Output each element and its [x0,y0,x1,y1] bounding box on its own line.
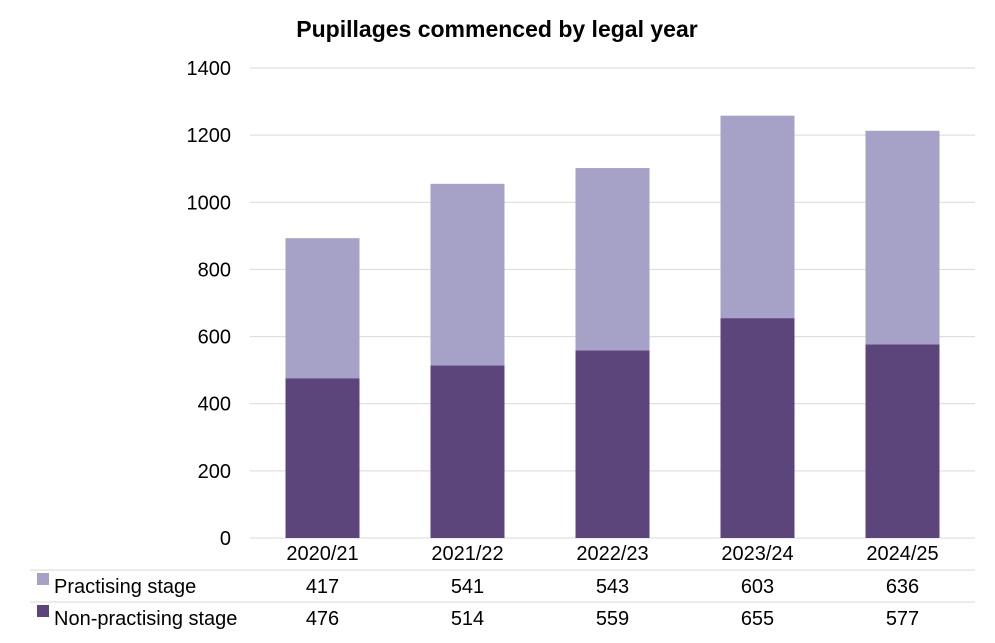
y-tick-label: 200 [198,461,231,483]
table-value-cell: 417 [306,576,339,598]
chart-title: Pupillages commenced by legal year [296,16,697,42]
table-value-cell: 603 [741,576,774,598]
bar-segment [430,183,505,366]
bar-segment [720,115,795,319]
x-tick-label: 2020/21 [286,543,358,565]
bars [285,115,940,538]
data-table: Practising stage 417 541 543 603 636 Non-pract… [30,569,975,630]
table-value-cell: 559 [596,608,629,630]
series-name-label: Non-practising stage [54,608,237,630]
bar-segment [285,238,360,379]
legend-key-swatch [37,573,49,585]
bar-segment [285,378,360,538]
y-tick-label: 1200 [187,125,232,147]
series-name-label: Practising stage [54,576,196,598]
y-tick-label: 800 [198,259,231,281]
bar-segment [865,344,940,538]
bar-segment [865,130,940,345]
x-axis-category-labels: 2020/21 2021/22 2022/23 2023/24 2024/25 [286,543,938,565]
bar-segment [720,318,795,538]
table-value-cell: 636 [886,576,919,598]
x-tick-label: 2024/25 [866,543,938,565]
y-tick-label: 1400 [187,58,232,80]
y-tick-label: 600 [198,327,231,349]
y-tick-label: 0 [220,528,231,550]
bar-segment [575,350,650,538]
x-tick-label: 2021/22 [431,543,503,565]
bar-segment [430,365,505,538]
table-value-cell: 476 [306,608,339,630]
legend-key-swatch [37,605,49,617]
y-axis-tick-labels: 0 200 400 600 800 1000 1200 1400 [187,58,232,550]
bar-segment [575,168,650,351]
table-value-cell: 577 [886,608,919,630]
table-value-cell: 655 [741,608,774,630]
table-value-cell: 543 [596,576,629,598]
x-tick-label: 2022/23 [576,543,648,565]
y-tick-label: 1000 [187,192,232,214]
y-tick-label: 400 [198,394,231,416]
table-value-cell: 541 [451,576,484,598]
table-value-cell: 514 [451,608,484,630]
x-tick-label: 2023/24 [721,543,793,565]
